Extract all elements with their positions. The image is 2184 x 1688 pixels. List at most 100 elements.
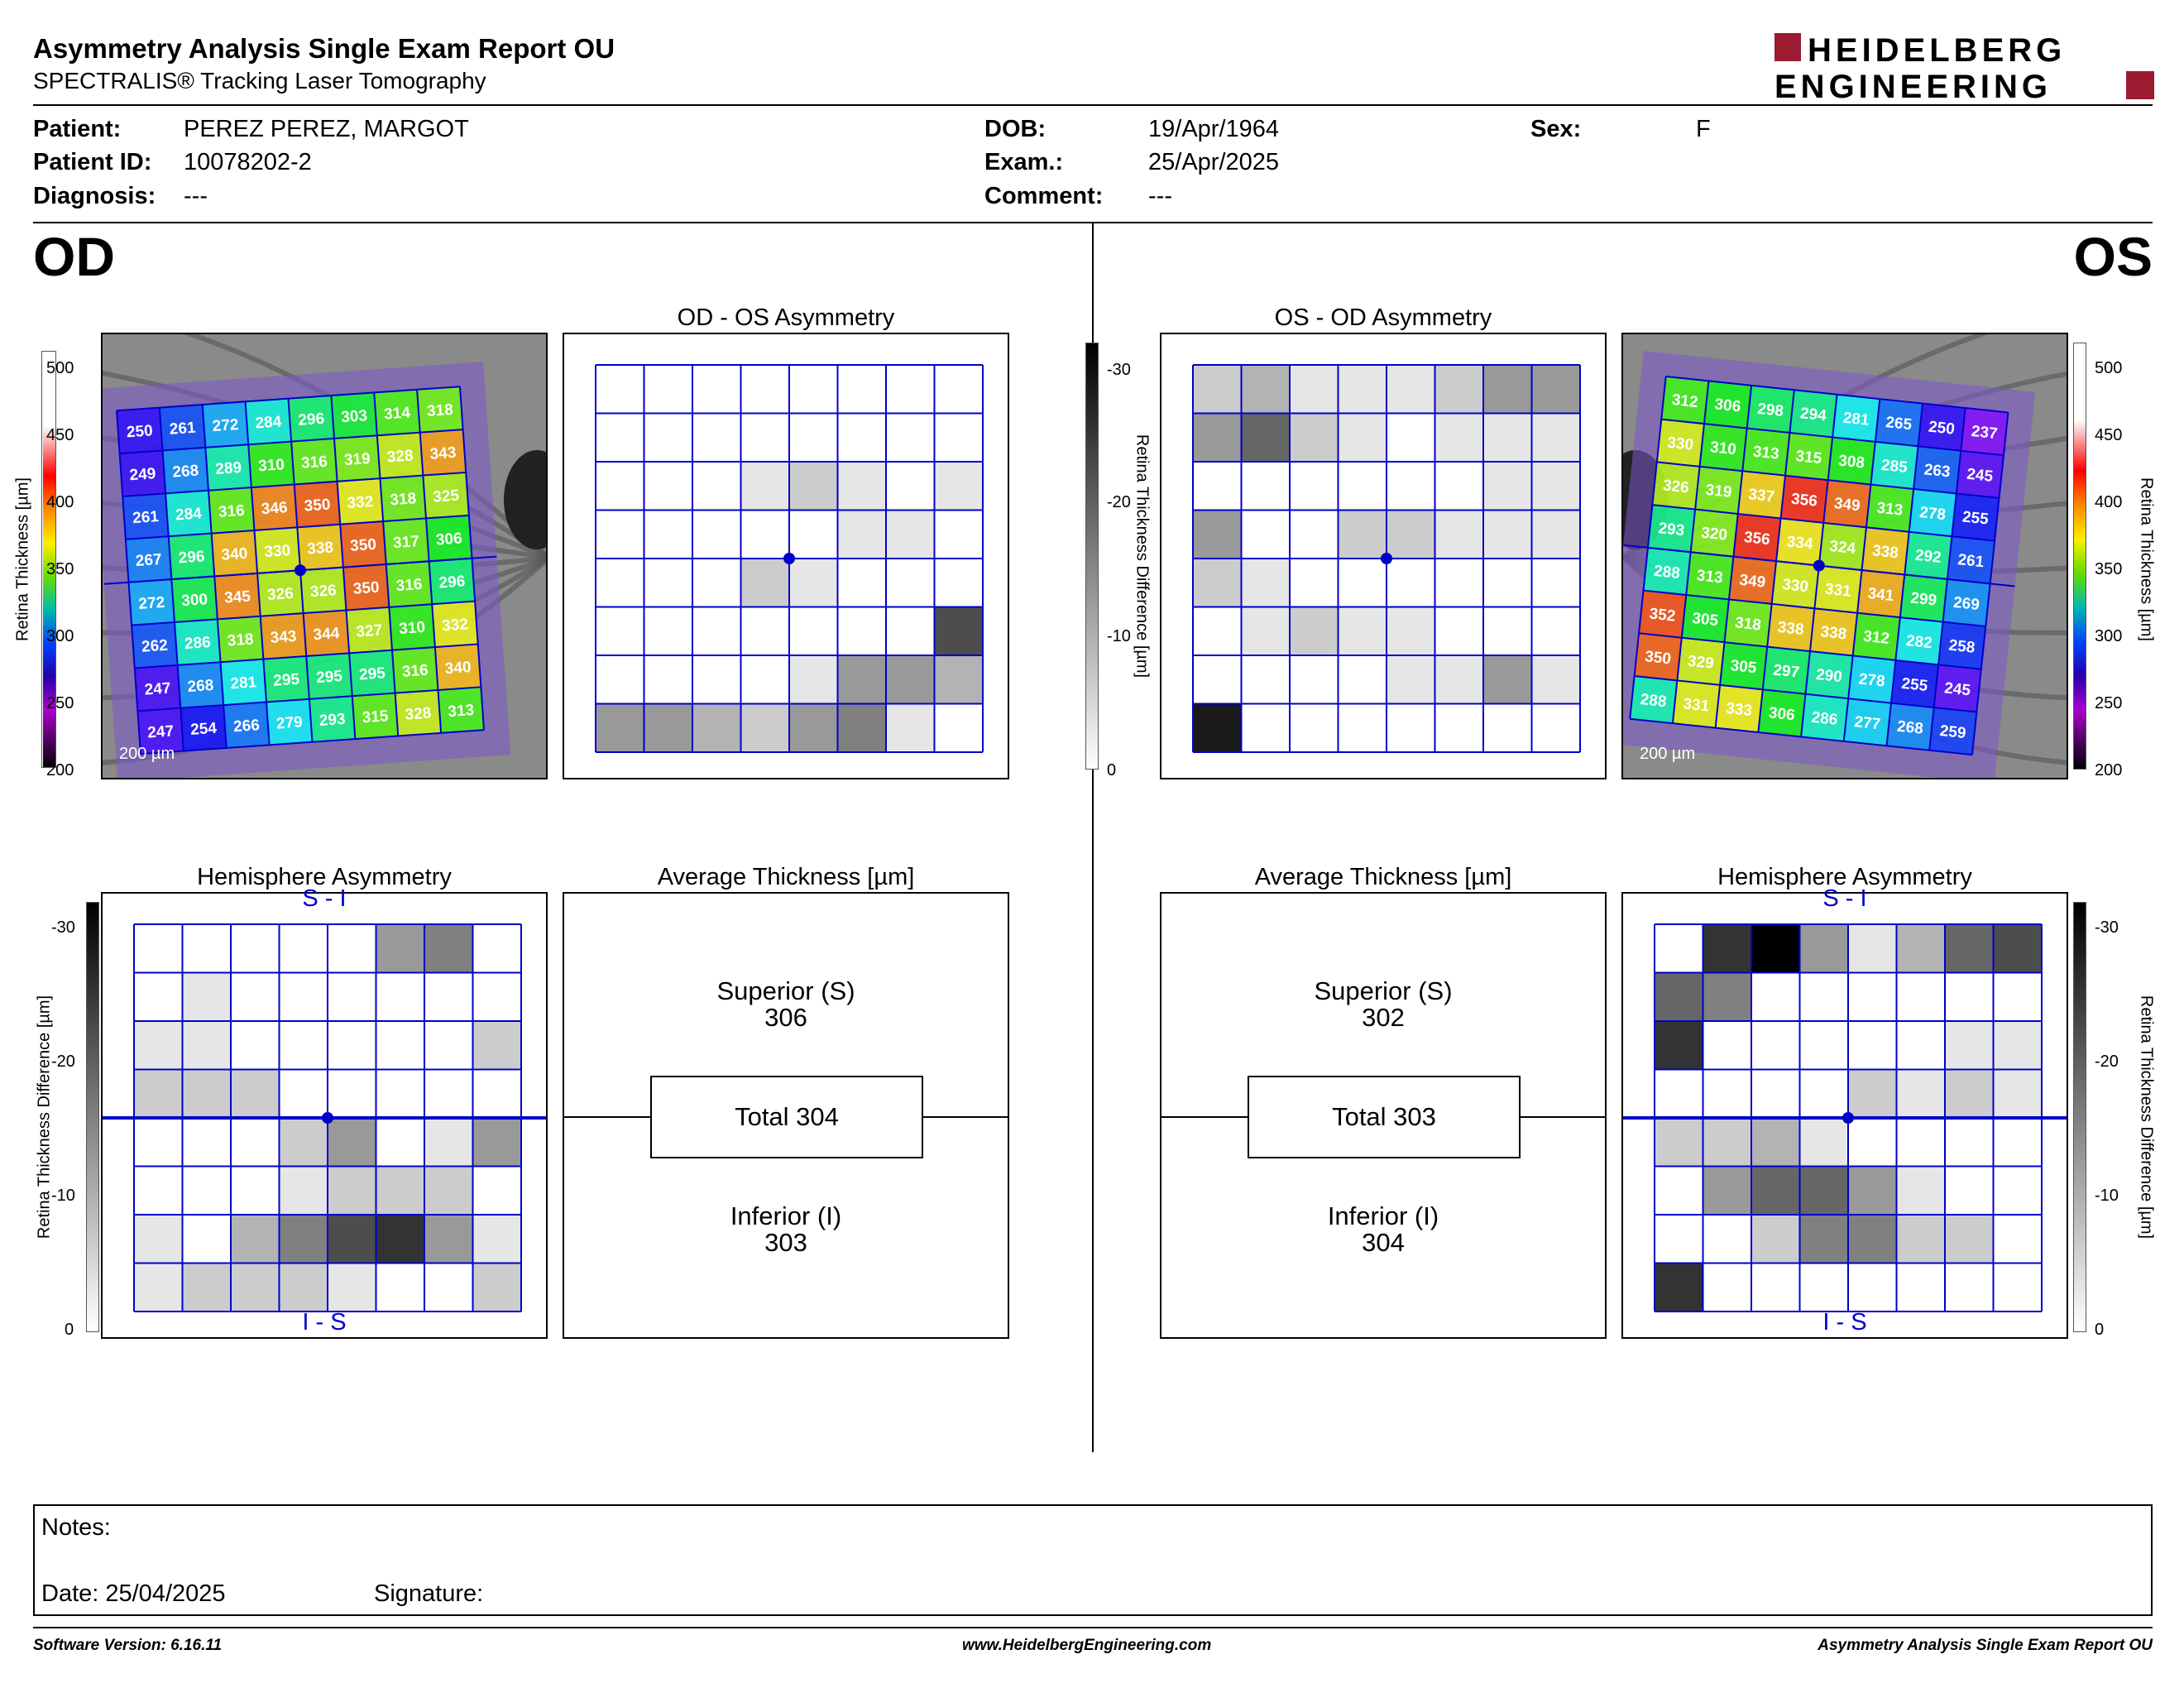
thickness-cell [1762,646,1810,694]
asymmetry-cell [1531,655,1580,704]
asymmetry-cell [424,1166,473,1215]
thickness-value: 282 [1905,632,1933,652]
asymmetry-cell [886,655,935,704]
thickness-cell [303,610,350,656]
thickness-cell [1652,462,1700,510]
thickness-cell [1952,493,2000,541]
thickness-cell [119,450,166,496]
thickness-value: 261 [132,508,160,527]
thickness-cell [1784,433,1833,481]
asymmetry-cell [1896,1021,1945,1070]
thickness-cell [128,579,175,626]
asymmetry-cell [596,413,644,462]
thickness-cell [380,475,426,522]
asymmetry-cell [1655,1166,1703,1215]
os-label: OS [2073,226,2153,287]
asymmetry-cell [692,655,741,704]
asymmetry-cell [1751,1263,1800,1312]
od-tick-450: 450 [46,426,74,444]
os-scalebar: 200 µm [1640,745,1696,763]
thickness-grid: 250 261 272 284 296 303 314 318 249 268 289 310 316 3… [103,362,511,778]
asymmetry-cell [1387,559,1435,607]
thickness-value: 305 [1691,610,1719,630]
sex-label: Sex: [1530,116,1582,142]
asymmetry-cell [837,462,886,511]
asymmetry-cell [1338,462,1387,511]
od-hemi-top-label: S - I [302,885,347,912]
thickness-cell [1703,381,1752,429]
asymmetry-cell [1799,972,1848,1021]
thickness-cell [331,392,377,439]
thickness-value: 338 [307,539,334,558]
thickness-cell [1720,642,1768,690]
thickness-cell [177,662,224,708]
asymmetry-cell [644,655,692,704]
asymmetry-cell [231,1069,280,1118]
thickness-value: 349 [1739,572,1767,592]
thickness-cell [1630,675,1678,724]
od-tick-250: 250 [46,694,74,712]
center-diff-scale-label: Retina Thickness Difference [µm] [1133,434,1152,679]
thickness-cell [266,698,313,746]
thickness-value: 296 [178,548,205,567]
fovea-marker [783,553,795,564]
asymmetry-cell [328,1263,376,1312]
thickness-value: 247 [144,679,171,698]
thickness-cell [309,696,356,742]
asymmetry-cell [1290,703,1339,752]
thickness-value: 296 [298,410,325,429]
os-hemi-tick-30: -30 [2095,918,2119,937]
thickness-grid: 312 306 298 294 281 265 250 237 330 310 313 315 308 2… [1623,350,2036,778]
thickness-cell [1699,424,1747,472]
thickness-cell [417,386,463,433]
thickness-cell [1672,680,1721,728]
asymmetry-cell [1945,1215,1994,1264]
asymmetry-cell [1531,510,1580,559]
thickness-cell [1809,608,1858,656]
asymmetry-cell [740,510,789,559]
thickness-value: 338 [1820,623,1848,643]
thickness-value: 325 [433,487,461,506]
thickness-cell [1913,446,1961,494]
thickness-value: 245 [1943,679,1971,699]
asymmetry-cell [1193,559,1242,607]
asymmetry-cell [376,924,424,973]
asymmetry-cell [328,972,376,1021]
thickness-value: 332 [442,616,469,635]
asymmetry-cell [837,413,886,462]
asymmetry-cell [1531,703,1580,752]
thickness-value: 332 [347,493,374,512]
asymmetry-cell [692,703,741,752]
asymmetry-cell [692,559,741,607]
thickness-cell [1852,612,1900,660]
asymmetry-cell [1896,972,1945,1021]
thickness-value: 284 [175,505,203,524]
thickness-value: 310 [258,456,285,475]
thickness-value: 299 [1909,589,1937,609]
asymmetry-cell [1193,413,1242,462]
thickness-value: 306 [1714,396,1742,415]
asymmetry-cell [886,365,935,414]
asymmetry-cell [1531,413,1580,462]
asymmetry-cell [134,1069,183,1118]
asymmetry-cell [1896,1263,1945,1312]
asymmetry-cell [1703,924,1751,973]
thickness-cell [1909,489,1956,537]
asymmetry-cell [596,703,644,752]
asymmetry-cell [934,559,983,607]
asymmetry-cell [934,413,983,462]
fovea-marker [1381,553,1392,564]
thickness-cell [211,530,258,577]
website-link[interactable]: www.HeidelbergEngineering.com [962,1637,1212,1654]
os-total-box: Total 303 [1248,1076,1521,1158]
thickness-cell [171,576,218,622]
thickness-cell [342,563,390,611]
asymmetry-cell [1483,559,1532,607]
center-tick-10: -10 [1107,627,1131,645]
asymmetry-cell [934,365,983,414]
os-tick-250: 250 [2095,694,2123,712]
thickness-value: 316 [300,453,328,472]
thickness-cell [423,472,469,519]
notes-box[interactable]: Notes: Date: 25/04/2025 Signature: [33,1504,2153,1616]
thickness-value: 272 [138,594,165,613]
